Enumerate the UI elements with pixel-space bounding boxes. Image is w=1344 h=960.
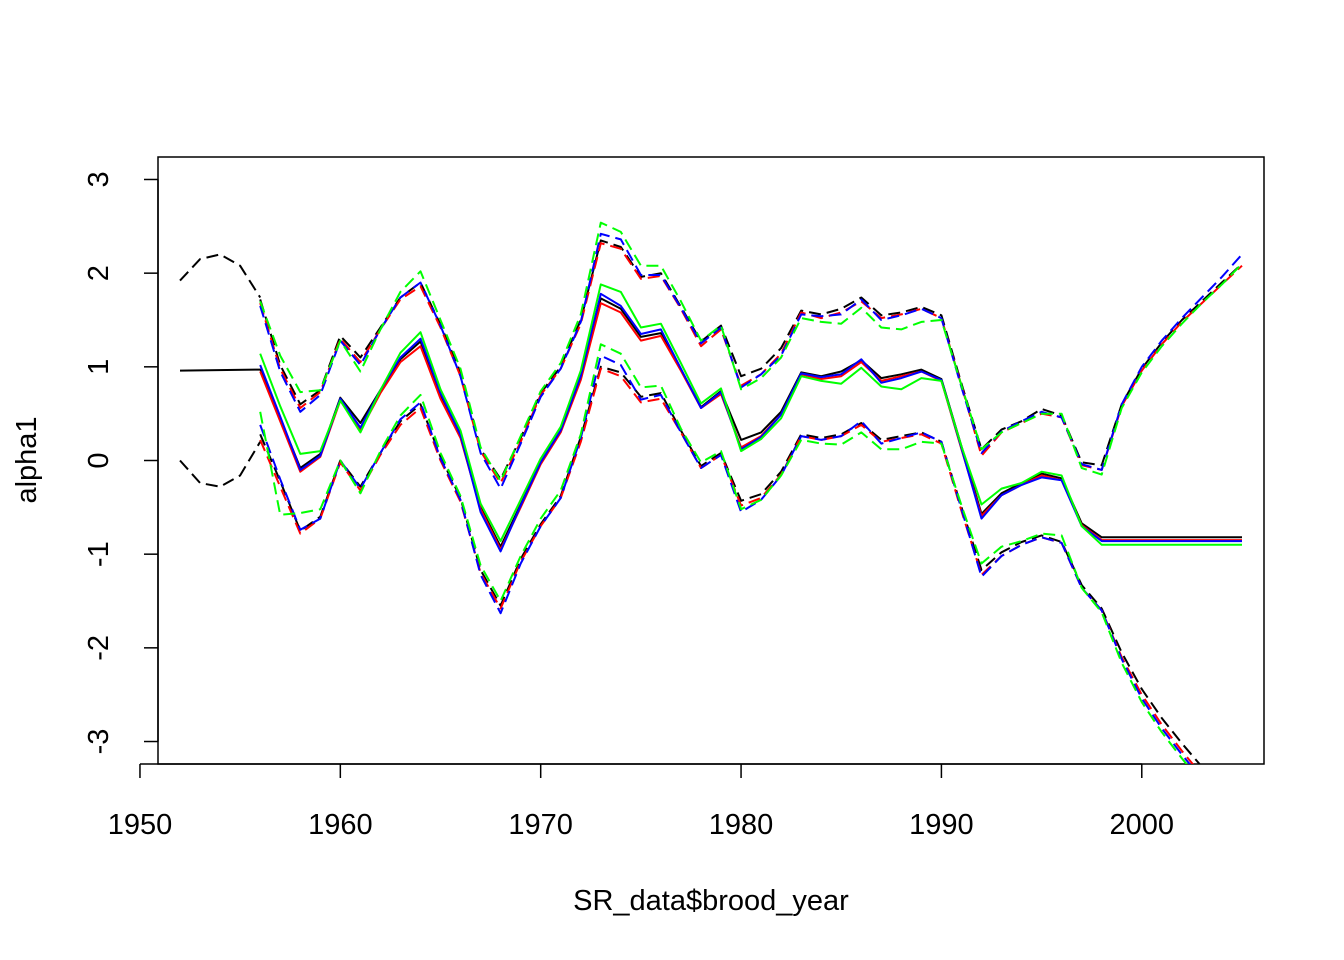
series-line-10 [259, 221, 1243, 483]
series-line-6 [259, 283, 1242, 546]
y-tick-label: -3 [83, 729, 115, 755]
series-line-0 [179, 368, 261, 372]
series-line-5 [259, 292, 1242, 553]
x-tick-label: 1970 [508, 809, 573, 841]
y-tick-label: 2 [83, 265, 115, 281]
series-line-11 [259, 365, 1201, 764]
y-tick-label: 0 [83, 452, 115, 468]
y-axis-title: alpha1 [11, 416, 43, 503]
series-layer [179, 221, 1243, 764]
series-line-3 [259, 297, 1242, 548]
y-tick-label: 3 [83, 171, 115, 187]
y-axis: -3 -2 -1 0 1 2 3 [83, 171, 159, 755]
x-tick-label: 1980 [709, 809, 774, 841]
series-line-4 [259, 302, 1242, 551]
y-tick-label: 1 [83, 359, 115, 375]
plot-frame [157, 156, 1265, 765]
x-tick-label: 1950 [108, 809, 173, 841]
series-line-9 [259, 232, 1243, 490]
y-tick-label: -2 [83, 635, 115, 661]
series-line-8 [259, 242, 1243, 484]
x-tick-label: 1960 [308, 809, 373, 841]
x-tick-label: 1990 [909, 809, 974, 841]
x-axis: 1950 1960 1970 1980 1990 2000 [108, 763, 1175, 841]
x-axis-title: SR_data$brood_year [573, 885, 849, 917]
series-line-1 [179, 253, 262, 299]
series-line-14 [259, 343, 1188, 764]
x-tick-label: 2000 [1110, 809, 1175, 841]
series-line-13 [259, 354, 1191, 764]
series-line-2 [179, 441, 262, 488]
y-tick-label: -1 [83, 541, 115, 567]
